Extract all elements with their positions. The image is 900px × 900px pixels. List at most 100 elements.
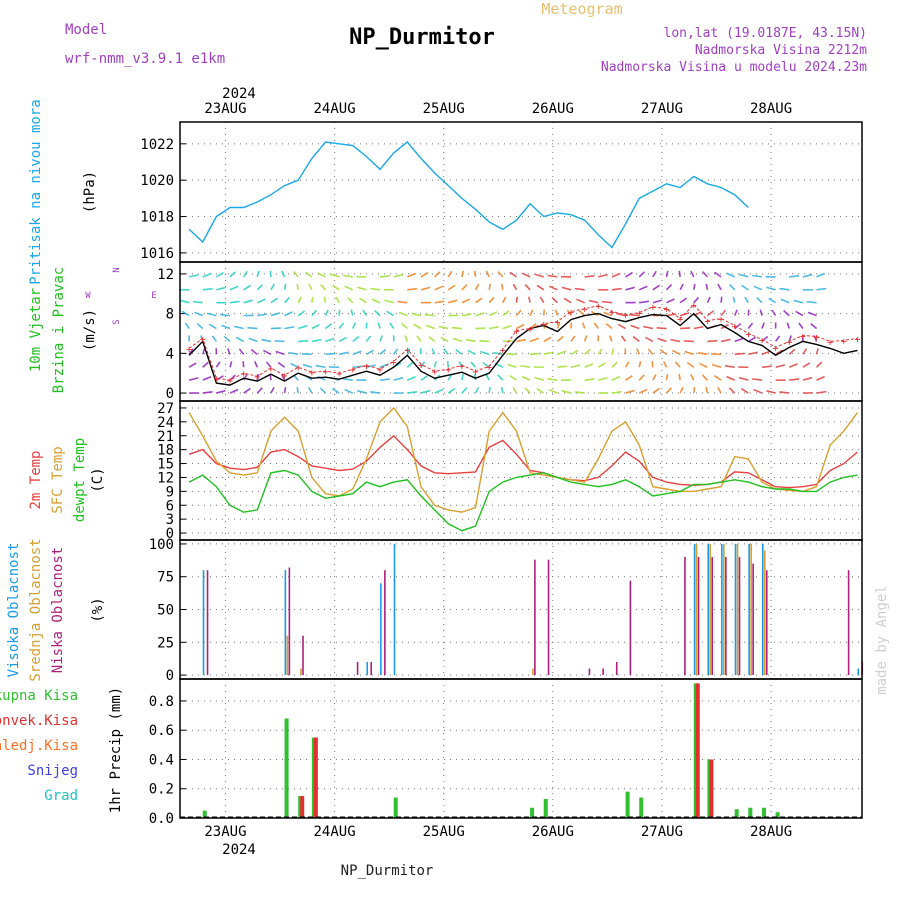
- wind-barb: [229, 271, 236, 278]
- wind-barb: [659, 348, 667, 355]
- bar-clouds: [711, 557, 714, 676]
- wind-barb: [578, 310, 586, 317]
- wind-barb: [638, 374, 645, 381]
- bar-clouds: [202, 570, 205, 676]
- wind-barb: [297, 310, 306, 317]
- series-line-wind-0: [188, 312, 858, 386]
- gust-marker: +: [814, 332, 820, 343]
- wind-barb: [789, 274, 800, 278]
- wind-barb: [638, 271, 646, 278]
- wind-barb: [420, 271, 429, 278]
- unit-precip: 1hr Precip (mm): [108, 687, 124, 813]
- bar-clouds: [857, 668, 860, 676]
- gust-marker: +: [486, 362, 492, 373]
- wind-barb: [598, 376, 608, 381]
- x-tick-top-label: 24AUG: [314, 101, 356, 117]
- wind-barb: [393, 377, 404, 381]
- wind-barb: [277, 361, 286, 368]
- gust-marker: +: [241, 369, 247, 380]
- gust-marker: +: [732, 322, 738, 333]
- wind-barb: [475, 312, 485, 317]
- y-tick-label: 6: [166, 498, 174, 514]
- bar-clouds: [602, 668, 604, 676]
- y-tick-label: 0: [166, 668, 174, 684]
- wind-barb: [768, 297, 777, 304]
- wind-barb: [229, 374, 236, 381]
- product-title: Meteogram: [541, 0, 622, 18]
- wind-barb: [693, 325, 704, 330]
- bar-clouds: [738, 557, 741, 676]
- wind-barb: [317, 272, 326, 278]
- wind-barb: [656, 326, 667, 330]
- y-tick-label: 0.6: [149, 723, 174, 739]
- wind-barb: [557, 350, 567, 356]
- bar-clouds: [734, 543, 737, 676]
- wind-barb: [202, 376, 212, 381]
- wind-barb: [461, 374, 464, 381]
- year-top: 2024: [222, 86, 256, 102]
- wind-barb: [465, 338, 476, 343]
- wind-barb: [256, 298, 266, 304]
- wind-barb: [810, 323, 818, 330]
- wind-barb: [625, 271, 633, 278]
- wind-barb: [215, 361, 221, 368]
- wind-barb: [229, 361, 233, 368]
- wind-barb: [461, 270, 465, 278]
- wind-barb: [297, 324, 308, 330]
- wind-barb: [543, 351, 554, 356]
- gust-marker: +: [841, 336, 847, 347]
- unit-wind: (m/s): [82, 309, 98, 351]
- wind-barb: [611, 272, 621, 278]
- wind-barb: [515, 296, 519, 303]
- wind-barb: [521, 272, 531, 278]
- wind-barb: [292, 271, 299, 278]
- wind-barb: [347, 296, 354, 304]
- wind-barb: [816, 272, 826, 278]
- gust-marker: +: [718, 315, 724, 326]
- wind-barb: [253, 361, 259, 368]
- wind-barb: [683, 340, 694, 343]
- wind-barb: [639, 300, 650, 304]
- wind-barb: [221, 324, 231, 330]
- wind-barb: [407, 375, 416, 381]
- wind-barb: [194, 311, 204, 317]
- wind-barb: [283, 283, 287, 290]
- panel-precip: 0.0 0.2 0.4 0.6 0.8: [149, 678, 863, 827]
- wind-barb: [678, 374, 681, 381]
- gust-marker: +: [363, 361, 369, 372]
- wind-barb: [507, 363, 517, 369]
- gust-marker: +: [322, 367, 328, 378]
- wind-barb: [542, 309, 546, 316]
- wind-barb: [393, 348, 399, 355]
- wind-barb: [243, 387, 251, 394]
- wind-barb: [497, 374, 504, 381]
- wind-barb: [284, 311, 293, 317]
- wind-barb: [665, 387, 672, 394]
- wind-barb: [201, 348, 206, 355]
- wind-barb: [447, 387, 456, 394]
- x-tick-top-label: 28AUG: [750, 101, 792, 117]
- legend-0: Ukupna Kisa: [0, 688, 78, 704]
- gust-marker: +: [704, 317, 710, 328]
- wind-barb: [652, 284, 660, 291]
- wind-barb: [296, 283, 300, 290]
- gust-marker: +: [186, 344, 192, 355]
- bar-precip: [300, 796, 305, 818]
- wind-barb: [679, 297, 688, 304]
- wind-barb: [761, 322, 765, 329]
- bar-clouds: [629, 580, 632, 676]
- wind-barb: [733, 309, 738, 316]
- wind-barb: [502, 310, 510, 317]
- gust-marker: +: [663, 305, 669, 316]
- wind-barb: [701, 374, 708, 381]
- wind-barb: [501, 283, 504, 290]
- y-tick-label: 0: [166, 386, 174, 402]
- gust-marker: +: [636, 309, 642, 320]
- wind-barb: [247, 326, 258, 330]
- series-line-temperature-0: [188, 434, 858, 489]
- wind-barb: [290, 362, 299, 368]
- x-tick-bottom-label: 25AUG: [423, 824, 465, 840]
- wind-barb: [670, 338, 681, 343]
- wind-barb: [611, 287, 622, 291]
- wind-barb: [413, 323, 422, 330]
